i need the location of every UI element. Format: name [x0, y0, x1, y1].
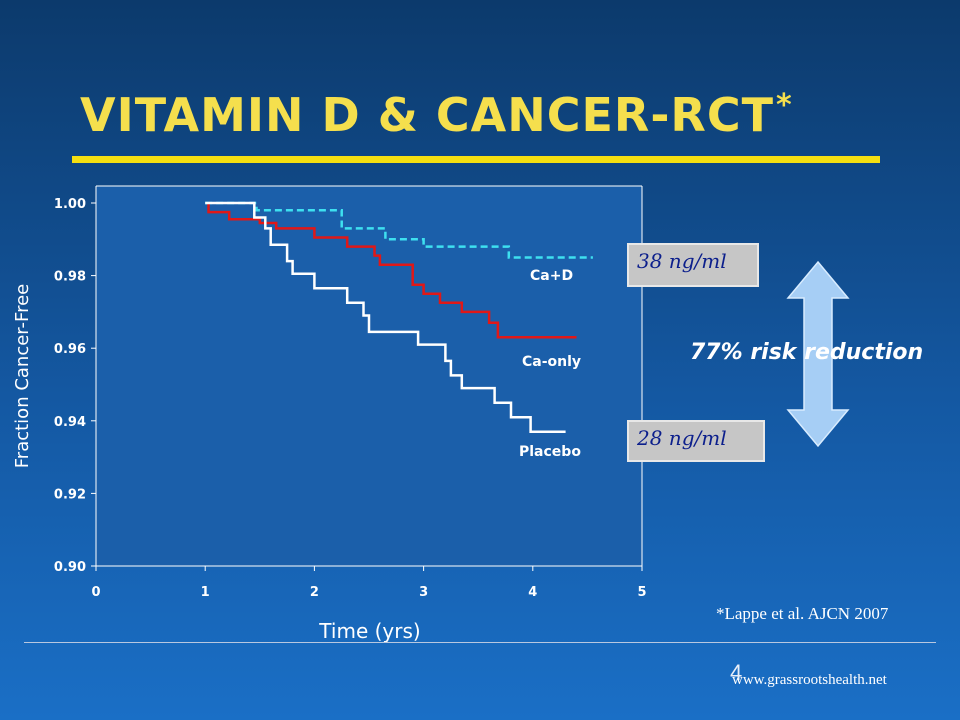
series-line-ca-only: [207, 203, 577, 339]
y-tick-label: 0.96: [54, 342, 86, 357]
double-arrow-icon: [786, 260, 850, 448]
x-tick-label: 1: [201, 585, 210, 600]
x-tick-label: 4: [528, 585, 537, 600]
y-tick-label: 0.94: [54, 415, 86, 430]
series-label-ca-only: Ca-only: [522, 354, 581, 370]
footer-divider: [24, 642, 936, 643]
y-tick-label: 1.00: [54, 197, 86, 212]
footer-url: www.grassrootshealth.net: [732, 672, 887, 688]
x-tick-label: 5: [637, 585, 646, 600]
series-line-ca-d: [205, 201, 593, 259]
callout-38-ng-ml: 38 ng/ml: [627, 243, 759, 287]
slide-title: VITAMIN D & CANCER-RCT*: [80, 88, 793, 142]
y-tick-label: 0.98: [54, 270, 86, 285]
x-tick-label: 3: [419, 585, 428, 600]
x-tick-label: 2: [310, 585, 319, 600]
series-label-placebo: Placebo: [519, 444, 581, 460]
citation: *Lappe et al. AJCN 2007: [716, 604, 889, 623]
plot-area: [96, 186, 642, 566]
y-tick-label: 0.90: [54, 560, 86, 575]
x-tick-label: 0: [91, 585, 100, 600]
series-line-placebo: [205, 201, 566, 433]
x-axis-title: Time (yrs): [318, 619, 420, 643]
series-label-ca-d: Ca+D: [530, 268, 573, 284]
callout-28-ng-ml: 28 ng/ml: [627, 420, 765, 462]
y-tick-label: 0.92: [54, 487, 86, 502]
chart-labels: Ca+D Ca-only Placebo Time (yrs) Fraction Can…: [12, 268, 581, 643]
y-axis-title: Fraction Cancer-Free: [12, 284, 33, 469]
risk-reduction-text: 77% risk reduction: [690, 340, 924, 365]
chart-series: [205, 201, 593, 433]
chart-ticks: 0.90 0.92 0.94 0.96 0.98 1.00 0 1 2 3 4 5: [54, 197, 647, 600]
slide-title-text: VITAMIN D & CANCER-RCT: [80, 88, 774, 142]
title-underline: [72, 156, 880, 163]
slide-number: 4: [730, 660, 743, 685]
title-footnote-mark: *: [775, 88, 793, 123]
